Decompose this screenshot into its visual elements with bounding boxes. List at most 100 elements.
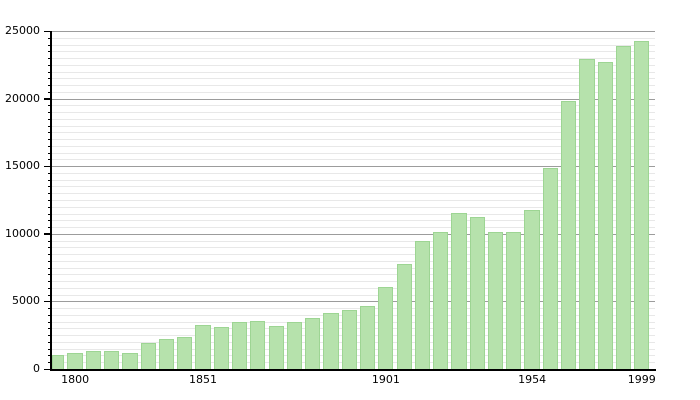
bar	[378, 286, 394, 369]
bar	[579, 59, 595, 369]
bar	[286, 321, 303, 369]
y-minor-tick	[47, 125, 52, 127]
y-minor-tick	[47, 355, 52, 357]
bar	[323, 312, 339, 369]
y-minor-tick	[47, 85, 52, 87]
y-minor-tick	[47, 260, 52, 262]
minor-gridline	[51, 37, 655, 39]
minor-gridline	[51, 206, 655, 208]
y-minor-tick	[47, 267, 52, 269]
bar	[561, 101, 577, 369]
y-tick-label: 25000	[5, 24, 40, 37]
bar	[140, 343, 156, 369]
y-minor-tick	[47, 308, 52, 310]
minor-gridline	[51, 125, 655, 127]
major-gridline	[51, 301, 655, 303]
bar	[341, 309, 357, 369]
y-minor-tick	[47, 186, 52, 188]
y-minor-tick	[47, 341, 52, 343]
y-tick-label: 20000	[5, 91, 40, 105]
bar	[597, 62, 613, 369]
y-minor-tick	[47, 287, 52, 289]
y-minor-tick	[47, 240, 52, 242]
minor-gridline	[51, 172, 655, 174]
y-minor-tick	[47, 71, 52, 73]
bar	[615, 45, 632, 369]
minor-gridline	[51, 44, 655, 46]
bar	[414, 240, 430, 369]
y-minor-tick	[47, 227, 52, 229]
y-major-tick	[44, 368, 52, 370]
minor-gridline	[51, 145, 655, 147]
y-minor-tick	[47, 44, 52, 46]
minor-gridline	[51, 159, 655, 161]
minor-gridline	[51, 91, 655, 93]
major-gridline	[51, 31, 655, 32]
minor-gridline	[51, 193, 655, 195]
minor-gridline	[51, 71, 655, 73]
minor-gridline	[51, 308, 655, 310]
minor-gridline	[51, 213, 655, 215]
bar	[104, 351, 120, 369]
bar	[433, 232, 449, 369]
y-tick-label: 10000	[5, 226, 40, 240]
y-minor-tick	[47, 220, 52, 222]
bar	[506, 232, 522, 369]
bar	[542, 168, 558, 369]
bar	[487, 232, 504, 369]
y-minor-tick	[47, 321, 52, 323]
bar	[195, 325, 211, 369]
minor-gridline	[51, 105, 655, 107]
y-minor-tick	[47, 348, 52, 350]
y-minor-tick	[47, 159, 52, 161]
bar	[85, 350, 101, 369]
y-minor-tick	[47, 193, 52, 195]
y-minor-tick	[47, 152, 52, 154]
minor-gridline	[51, 294, 655, 296]
y-major-tick	[44, 233, 52, 235]
bar	[469, 216, 485, 369]
minor-gridline	[51, 186, 655, 188]
major-gridline	[51, 98, 655, 100]
minor-gridline	[51, 220, 655, 222]
y-minor-tick	[47, 37, 52, 39]
y-minor-tick	[47, 58, 52, 60]
bar	[67, 352, 83, 369]
y-minor-tick	[47, 274, 52, 276]
bar	[634, 41, 650, 369]
y-minor-tick	[47, 145, 52, 147]
major-gridline	[51, 233, 655, 235]
minor-gridline	[51, 51, 655, 53]
minor-gridline	[51, 281, 655, 283]
minor-gridline	[51, 139, 655, 141]
y-minor-tick	[47, 200, 52, 201]
y-minor-tick	[47, 362, 52, 364]
y-minor-tick	[47, 247, 52, 249]
minor-gridline	[51, 64, 655, 66]
y-minor-tick	[47, 91, 52, 93]
y-major-tick	[44, 98, 52, 100]
bar	[232, 321, 248, 369]
minor-gridline	[51, 78, 655, 80]
bar	[122, 352, 138, 369]
minor-gridline	[51, 58, 655, 60]
x-tick-label: 1954	[518, 373, 547, 386]
y-minor-tick	[47, 139, 52, 141]
y-minor-tick	[47, 112, 52, 114]
minor-gridline	[51, 274, 655, 276]
y-major-tick	[44, 30, 52, 32]
bar	[177, 336, 193, 369]
bar	[51, 355, 65, 369]
y-minor-tick	[47, 78, 52, 80]
y-tick-label: 0	[33, 362, 40, 375]
y-tick-label: 15000	[5, 159, 40, 173]
bar	[396, 264, 412, 369]
y-minor-tick	[47, 206, 52, 208]
y-major-tick	[44, 300, 52, 303]
x-tick-label: 1999	[627, 373, 656, 386]
y-minor-tick	[47, 105, 52, 107]
y-minor-tick	[47, 314, 52, 316]
y-minor-tick	[47, 254, 52, 256]
minor-gridline	[51, 200, 655, 201]
